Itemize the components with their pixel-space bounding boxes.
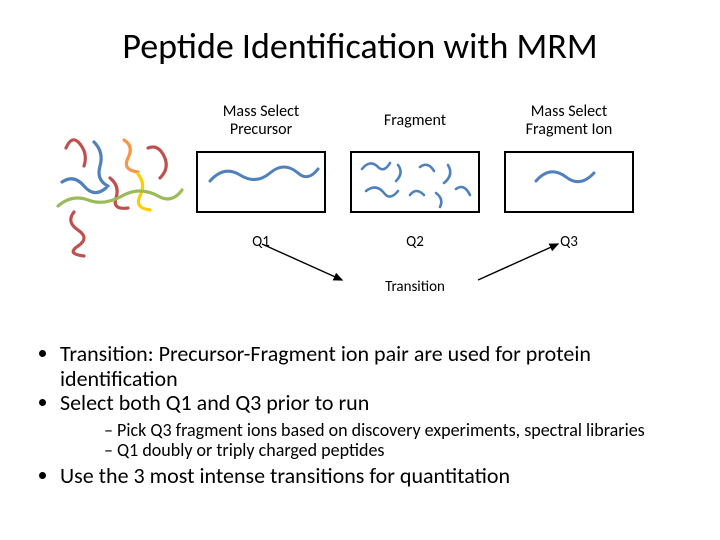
bullet-item: Transition: Precursor-Fragment ion pair …: [60, 342, 684, 391]
bullet-item: Use the 3 most intense transitions for q…: [60, 464, 684, 489]
sub-bullet-item: Pick Q3 fragment ions based on discovery…: [104, 420, 684, 440]
sub-bullet-item: Q1 doubly or triply charged peptides: [104, 440, 684, 460]
transition-arrows: [0, 0, 720, 320]
bullet-item: Select both Q1 and Q3 prior to run: [60, 391, 684, 416]
transition-label: Transition: [350, 278, 480, 296]
bullet-list: Transition: Precursor-Fragment ion pair …: [36, 342, 684, 489]
